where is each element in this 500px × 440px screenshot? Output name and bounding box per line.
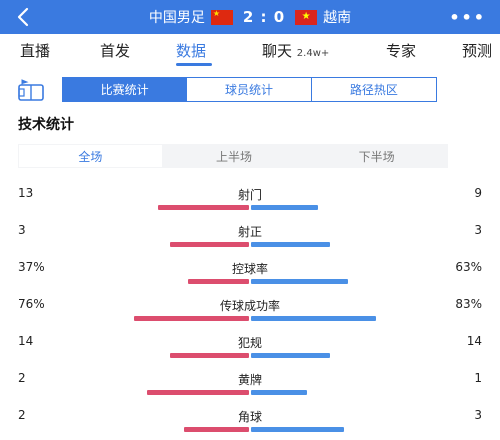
match-score: 2 : 0 xyxy=(242,8,286,26)
stat-label: 传球成功率 xyxy=(219,299,280,313)
stat-away-bar xyxy=(251,205,318,210)
tab-chat-count: 2.4w+ xyxy=(296,48,330,59)
stat-away-value: 9 xyxy=(474,186,482,200)
home-team-name: 中国男足 xyxy=(148,10,205,26)
section-title: 技术统计 xyxy=(18,117,74,133)
tab-match-stats[interactable]: 比赛统计 xyxy=(63,78,188,101)
stat-type-switch: 比赛统计 球员统计 路径热区 xyxy=(62,77,437,102)
pitch-icon[interactable] xyxy=(18,79,44,101)
tab-heatmap[interactable]: 路径热区 xyxy=(349,83,398,97)
china-flag-icon: ★ xyxy=(210,9,233,25)
period-second-half[interactable]: 下半场 xyxy=(358,149,395,164)
stat-home-bar xyxy=(134,316,249,321)
stat-row: 37% 控球率 63% xyxy=(0,260,500,290)
chevron-left-icon[interactable] xyxy=(12,5,36,29)
stat-label: 射正 xyxy=(237,225,262,239)
stat-row: 13 射门 9 xyxy=(0,186,500,216)
match-header: 中国男足 ★ 2 : 0 ★ 越南 xyxy=(0,0,500,34)
main-tabs: 直播 首发 数据 聊天 2.4w+ 专家 预测 xyxy=(0,34,500,68)
stat-row: 76% 传球成功率 83% xyxy=(0,297,500,327)
stat-away-value: 63% xyxy=(455,260,482,274)
vietnam-flag-icon: ★ xyxy=(295,9,318,25)
stat-home-value: 2 xyxy=(18,408,26,422)
tab-prediction[interactable]: 预测 xyxy=(462,42,493,60)
stat-home-value: 3 xyxy=(18,223,26,237)
tab-data[interactable]: 数据 xyxy=(176,42,207,60)
tab-experts[interactable]: 专家 xyxy=(386,42,417,60)
stat-home-value: 14 xyxy=(18,334,34,348)
tab-lineup[interactable]: 首发 xyxy=(100,42,131,60)
stat-away-bar xyxy=(251,427,344,432)
period-first-half[interactable]: 上半场 xyxy=(216,149,253,164)
stat-row: 2 黄牌 1 xyxy=(0,371,500,401)
more-dots-icon[interactable]: ••• xyxy=(449,8,486,27)
stat-home-bar xyxy=(184,427,249,432)
stat-away-value: 14 xyxy=(466,334,482,348)
stat-away-value: 1 xyxy=(474,371,482,385)
tab-chat[interactable]: 聊天 2.4w+ xyxy=(262,40,329,61)
stat-label: 射门 xyxy=(237,188,262,202)
stat-away-bar xyxy=(251,279,348,284)
stat-home-bar xyxy=(188,279,249,284)
active-tab-underline xyxy=(176,63,212,66)
stat-home-value: 2 xyxy=(18,371,26,385)
stat-away-value: 3 xyxy=(474,408,482,422)
stat-row: 14 犯规 14 xyxy=(0,334,500,364)
stat-home-value: 76% xyxy=(18,297,45,311)
stat-home-bar xyxy=(170,242,249,247)
away-team-name: 越南 xyxy=(323,10,352,26)
stat-row: 2 角球 3 xyxy=(0,408,500,438)
period-full[interactable]: 全场 xyxy=(18,144,163,168)
stat-label: 角球 xyxy=(237,410,262,424)
period-switch: 全场 上半场 下半场 xyxy=(18,144,448,168)
stat-away-bar xyxy=(251,390,307,395)
stat-home-bar xyxy=(158,205,249,210)
tab-chat-label: 聊天 xyxy=(262,42,293,60)
stat-label: 黄牌 xyxy=(237,373,262,387)
stat-home-bar xyxy=(147,390,249,395)
stat-away-bar xyxy=(251,353,330,358)
stat-away-value: 83% xyxy=(455,297,482,311)
stat-home-value: 13 xyxy=(18,186,34,200)
stat-label: 犯规 xyxy=(237,336,262,350)
stat-away-bar xyxy=(251,316,376,321)
stat-away-value: 3 xyxy=(474,223,482,237)
stat-label: 控球率 xyxy=(231,262,268,276)
stat-row: 3 射正 3 xyxy=(0,223,500,253)
stat-home-value: 37% xyxy=(18,260,45,274)
stat-away-bar xyxy=(251,242,330,247)
top-bar: 中国男足 ★ 2 : 0 ★ 越南 ••• xyxy=(0,0,500,34)
tab-player-stats[interactable]: 球员统计 xyxy=(187,78,312,101)
tab-live[interactable]: 直播 xyxy=(20,42,51,60)
stat-home-bar xyxy=(170,353,249,358)
